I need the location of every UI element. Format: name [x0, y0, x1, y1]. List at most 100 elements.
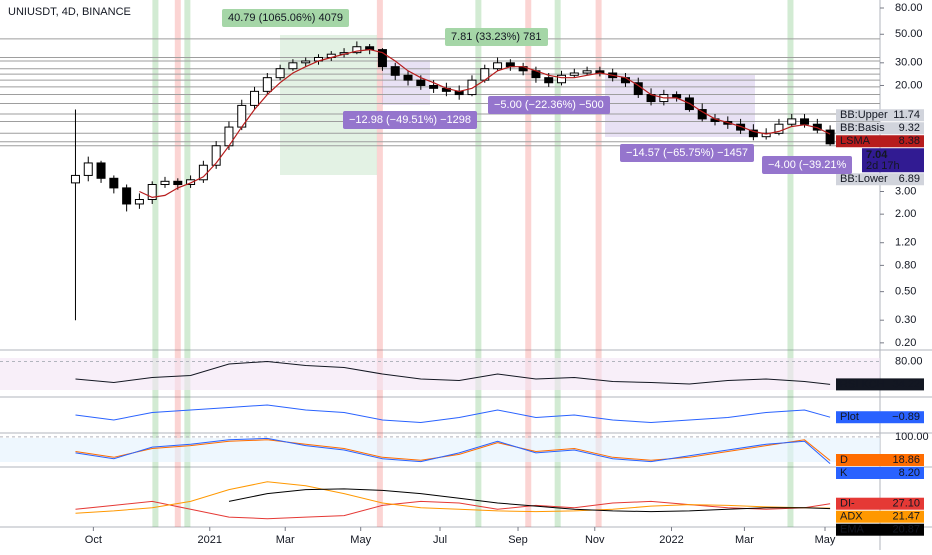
- candle-body: [620, 77, 630, 84]
- candle-body: [736, 123, 746, 131]
- readout-name: BB:Lower: [840, 173, 888, 185]
- readout-box: [836, 454, 924, 466]
- measure-label: −12.98 (−49.51%) −1298: [343, 111, 478, 129]
- readout-box: [836, 497, 924, 510]
- chart-title: UNIUSDT, 4D, BINANCE: [8, 6, 131, 18]
- y-tick-label: 20.00: [895, 79, 923, 91]
- x-tick-label: Oct: [85, 534, 102, 546]
- candle-body: [787, 118, 797, 125]
- candle-body: [403, 74, 413, 81]
- candle-body: [569, 72, 579, 76]
- candle-body: [633, 82, 643, 96]
- signal-band: [554, 0, 561, 527]
- candle-body: [582, 70, 592, 74]
- readout-box: [836, 122, 924, 135]
- measure-area: [605, 75, 755, 137]
- candle-body: [70, 174, 80, 184]
- signal-band: [152, 0, 159, 527]
- signal-band: [376, 0, 383, 527]
- candle-body: [109, 177, 119, 189]
- pane-band: [0, 358, 880, 390]
- pane-band: [0, 438, 880, 462]
- y-tick-label: 50.00: [895, 28, 923, 40]
- price-box: [862, 148, 924, 173]
- readout-name: LSMA: [840, 135, 871, 147]
- readout-name: BB:Basis: [840, 122, 885, 134]
- readout-name: Plot: [840, 411, 859, 423]
- measure-label: 7.81 (33.23%) 781: [445, 28, 548, 46]
- price-label: 7.04: [866, 149, 888, 161]
- measure-label: 40.79 (1065.06%) 4079: [222, 9, 349, 27]
- candle-body: [493, 62, 503, 70]
- readout-value: 21.47: [892, 511, 920, 523]
- readout-box: [836, 510, 924, 523]
- x-tick-label: Mar: [276, 534, 295, 546]
- y-tick-label: 80.00: [895, 2, 923, 14]
- x-tick-label: 2021: [198, 534, 222, 546]
- candle-body: [748, 129, 758, 138]
- candle-body: [122, 187, 132, 205]
- readout-box: [836, 523, 924, 536]
- indicator-line: [228, 488, 831, 513]
- x-tick-label: Mar: [735, 534, 754, 546]
- candle-body: [262, 77, 272, 92]
- candle-body: [250, 90, 260, 106]
- signal-band: [174, 0, 181, 527]
- readout-value: −0.89: [892, 411, 920, 423]
- x-tick-label: May: [350, 534, 371, 546]
- candle-body: [377, 49, 387, 68]
- candle-body: [774, 123, 784, 134]
- candle-body: [134, 199, 144, 205]
- signal-band: [184, 0, 191, 527]
- measure-label: −14.57 (−65.75%) −1457: [620, 144, 755, 162]
- y-tick-label: 30.00: [895, 57, 923, 69]
- candle-body: [390, 66, 400, 76]
- x-tick-label: Jul: [433, 534, 447, 546]
- readout-value: 20.87: [892, 524, 920, 536]
- measure-label: −5.00 (−22.36%) −500: [488, 96, 610, 114]
- y-tick-label: 80.00: [895, 355, 923, 367]
- candle-body: [352, 46, 362, 54]
- candle-body: [416, 79, 426, 86]
- readout-box: [836, 411, 924, 424]
- indicator-line: [75, 437, 831, 464]
- candle-body: [825, 129, 835, 145]
- readout-value: 27.10: [892, 498, 920, 510]
- candle-body: [173, 180, 183, 186]
- candle-body: [160, 180, 170, 186]
- candle-body: [544, 77, 554, 84]
- indicator-line: [75, 439, 831, 461]
- signal-band: [475, 0, 482, 527]
- readout-name: D: [840, 454, 848, 466]
- readout-box: [836, 135, 924, 148]
- readout-value: 8.20: [899, 467, 920, 479]
- candle-body: [761, 132, 771, 138]
- readout-name: RSI KCH: [840, 378, 885, 390]
- readout-box: [836, 467, 924, 479]
- readout-name: K: [840, 467, 848, 479]
- readout-name: DI-: [840, 498, 855, 510]
- readout-value: 6.89: [899, 173, 920, 185]
- indicator-line: [75, 481, 831, 514]
- candle-body: [467, 79, 477, 96]
- overlay-line: [139, 48, 831, 199]
- indicator-line: [75, 360, 831, 385]
- x-tick-label: 2022: [659, 534, 683, 546]
- y-tick-label: 0.50: [895, 286, 916, 298]
- candle-body: [288, 62, 298, 70]
- y-tick-label: 100.00: [895, 431, 929, 443]
- candle-body: [211, 145, 221, 166]
- y-tick-label: 0.20: [895, 337, 916, 349]
- indicator-line: [75, 500, 831, 520]
- readout-value: 8.38: [899, 135, 920, 147]
- y-tick-label: 2.00: [895, 208, 916, 220]
- readout-value: 18.86: [892, 454, 920, 466]
- y-tick-label: 0.30: [895, 314, 916, 326]
- signal-band: [525, 0, 532, 527]
- candle-body: [697, 109, 707, 120]
- candle-body: [275, 68, 285, 79]
- x-tick-label: Sep: [508, 534, 528, 546]
- x-tick-label: Nov: [585, 534, 605, 546]
